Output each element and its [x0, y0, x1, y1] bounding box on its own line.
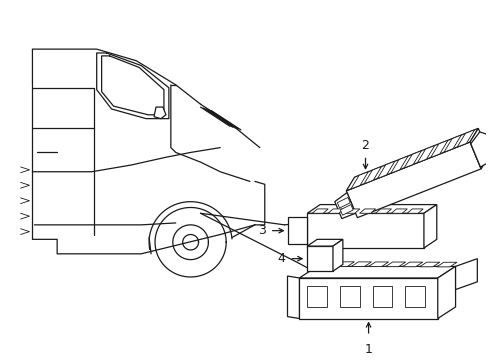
Polygon shape [385, 262, 405, 267]
Polygon shape [470, 132, 488, 167]
Polygon shape [416, 145, 434, 163]
Polygon shape [456, 130, 474, 147]
Polygon shape [306, 213, 423, 248]
Text: 4: 4 [277, 252, 285, 265]
Polygon shape [306, 246, 332, 271]
Polygon shape [317, 262, 337, 266]
Polygon shape [437, 266, 455, 319]
Polygon shape [306, 239, 342, 246]
Polygon shape [337, 197, 349, 208]
Polygon shape [375, 209, 391, 213]
Polygon shape [367, 262, 388, 267]
Polygon shape [299, 278, 437, 319]
Polygon shape [436, 262, 456, 267]
Polygon shape [390, 156, 407, 173]
Polygon shape [402, 262, 422, 267]
Polygon shape [455, 258, 476, 289]
Polygon shape [350, 262, 371, 266]
Polygon shape [405, 286, 424, 307]
Polygon shape [423, 204, 436, 248]
Polygon shape [346, 128, 477, 191]
Polygon shape [346, 142, 480, 218]
Text: 1: 1 [364, 343, 372, 356]
Text: 3: 3 [257, 224, 265, 237]
Polygon shape [407, 209, 422, 213]
Polygon shape [340, 204, 352, 215]
Polygon shape [359, 209, 375, 213]
Polygon shape [430, 140, 447, 158]
Polygon shape [334, 193, 355, 219]
Polygon shape [299, 266, 455, 278]
Polygon shape [154, 107, 165, 119]
Polygon shape [390, 209, 407, 213]
Polygon shape [339, 286, 359, 307]
Polygon shape [306, 204, 436, 213]
Polygon shape [469, 128, 488, 169]
Polygon shape [350, 172, 367, 189]
Polygon shape [377, 161, 394, 179]
Polygon shape [287, 276, 299, 319]
Polygon shape [343, 209, 359, 213]
Polygon shape [287, 217, 306, 244]
Polygon shape [364, 166, 381, 184]
Polygon shape [334, 262, 354, 266]
Polygon shape [403, 151, 421, 168]
Polygon shape [372, 286, 391, 307]
Polygon shape [332, 239, 342, 271]
Text: 2: 2 [361, 139, 369, 152]
Polygon shape [311, 209, 327, 213]
Polygon shape [443, 135, 460, 152]
Polygon shape [306, 286, 326, 307]
Polygon shape [327, 209, 344, 213]
Polygon shape [419, 262, 439, 267]
